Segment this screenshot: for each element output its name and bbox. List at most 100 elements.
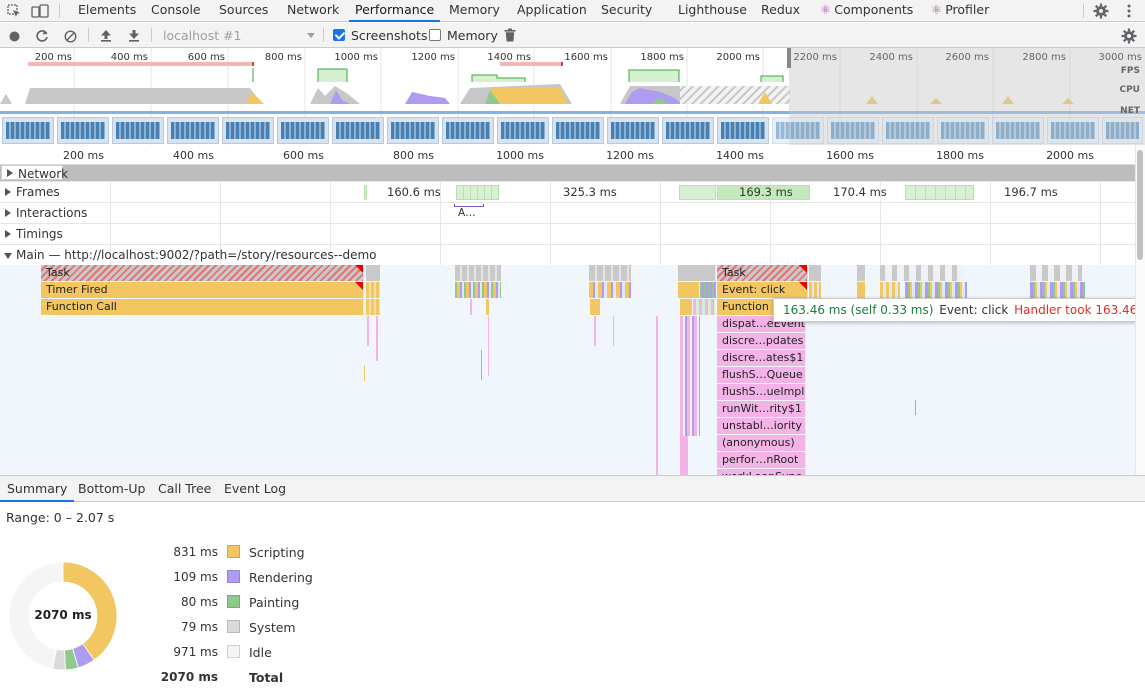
screenshot-thumbnail[interactable] <box>552 117 604 144</box>
screenshot-thumbnail[interactable] <box>277 117 329 144</box>
screenshot-thumbnail[interactable] <box>882 117 934 144</box>
flame-scrollbar-thumb[interactable] <box>1137 150 1143 260</box>
frames-track[interactable]: Frames 160.6 ms 325.3 ms 169.3 ms 170.4 … <box>0 182 1135 203</box>
screenshot-thumbnail[interactable] <box>57 117 109 144</box>
upload-icon[interactable] <box>98 27 114 43</box>
screenshot-thumbnail[interactable] <box>1047 117 1099 144</box>
frame-block[interactable] <box>364 185 367 200</box>
main-track[interactable]: Main — http://localhost:9002/?path=/stor… <box>0 245 1135 265</box>
network-track-header[interactable]: Network <box>1 165 68 181</box>
frame-block[interactable] <box>456 185 499 200</box>
interactions-track-header[interactable]: Interactions <box>0 203 87 223</box>
screenshot-thumbnail[interactable] <box>2 117 54 144</box>
script-event[interactable] <box>366 299 380 315</box>
frames-track-header[interactable]: Frames <box>0 182 60 202</box>
task-event[interactable] <box>857 265 865 281</box>
script-event[interactable] <box>857 282 865 298</box>
render-event[interactable] <box>915 400 916 415</box>
target-select[interactable]: localhost #1 <box>163 28 242 43</box>
function-event[interactable] <box>656 316 658 475</box>
timer-fired-event[interactable]: Timer Fired <box>41 282 364 298</box>
task-events[interactable] <box>1030 265 1082 281</box>
flame-scrollbar[interactable] <box>1135 145 1145 475</box>
tab-memory[interactable]: Memory <box>449 2 500 17</box>
timings-track-header[interactable]: Timings <box>0 224 63 244</box>
capture-settings-icon[interactable] <box>1120 27 1138 45</box>
function-event[interactable] <box>376 316 378 361</box>
script-event[interactable] <box>590 299 600 315</box>
trash-icon[interactable] <box>502 27 518 43</box>
screenshot-thumbnail[interactable] <box>937 117 989 144</box>
screenshots-checkbox[interactable] <box>333 29 345 41</box>
script-event[interactable] <box>486 299 489 315</box>
task-event[interactable] <box>366 265 380 281</box>
memory-checkbox[interactable] <box>429 29 441 41</box>
function-events[interactable] <box>680 316 700 436</box>
tab-security[interactable]: Security <box>601 2 653 17</box>
script-event[interactable] <box>366 282 380 298</box>
function-event[interactable] <box>367 316 369 346</box>
function-event[interactable] <box>470 299 472 315</box>
download-icon[interactable] <box>126 27 142 43</box>
script-events[interactable] <box>880 282 900 298</box>
function-event[interactable] <box>680 436 688 475</box>
record-icon[interactable] <box>7 29 21 43</box>
reload-record-icon[interactable] <box>34 28 50 44</box>
expand-icon[interactable] <box>5 209 11 217</box>
tab-console[interactable]: Console <box>151 2 201 17</box>
timings-track[interactable]: Timings <box>0 224 1135 245</box>
tab-components[interactable]: ⚛ Components <box>820 0 913 22</box>
script-event[interactable] <box>613 316 614 346</box>
flame-function-work-loop-sync[interactable]: workLoopSync <box>717 469 806 475</box>
render-events[interactable] <box>1030 282 1085 298</box>
task-event[interactable]: Task <box>717 265 808 281</box>
collapse-icon[interactable] <box>4 253 12 259</box>
task-event[interactable] <box>455 265 501 281</box>
script-event[interactable] <box>364 365 365 381</box>
screenshot-thumbnail[interactable] <box>607 117 659 144</box>
clear-icon[interactable] <box>62 28 78 44</box>
flame-function-unstable-priority[interactable]: unstabl…iority <box>717 418 806 434</box>
render-events[interactable] <box>700 282 716 298</box>
screenshot-thumbnail[interactable] <box>662 117 714 144</box>
more-icon[interactable] <box>1122 2 1136 20</box>
function-events[interactable] <box>693 299 715 315</box>
render-event[interactable] <box>481 350 482 380</box>
tab-sources[interactable]: Sources <box>219 2 269 17</box>
flame-function-run-with-priority[interactable]: runWit…rity$1 <box>717 401 806 417</box>
screenshot-thumbnail[interactable] <box>222 117 274 144</box>
screenshot-thumbnail[interactable] <box>387 117 439 144</box>
network-track[interactable]: Network <box>0 165 1135 182</box>
inspect-icon[interactable] <box>6 3 22 19</box>
tab-profiler[interactable]: ⚛ Profiler <box>931 0 989 22</box>
tab-redux[interactable]: Redux <box>761 2 801 17</box>
render-events[interactable] <box>905 282 967 298</box>
script-event[interactable] <box>680 299 692 315</box>
tab-network[interactable]: Network <box>287 2 340 17</box>
screenshot-thumbnail[interactable] <box>332 117 384 144</box>
screenshot-thumbnail[interactable] <box>992 117 1044 144</box>
function-event[interactable] <box>488 316 489 376</box>
screenshot-thumbnail[interactable] <box>112 117 164 144</box>
render-events[interactable] <box>589 282 631 298</box>
tab-application[interactable]: Application <box>517 2 587 17</box>
expand-icon[interactable] <box>7 169 13 177</box>
task-event[interactable]: Task <box>41 265 364 281</box>
render-events[interactable] <box>455 282 501 298</box>
event-click[interactable]: Event: click <box>717 282 808 298</box>
settings-icon[interactable] <box>1092 2 1110 20</box>
frame-block[interactable] <box>679 185 716 200</box>
task-events[interactable] <box>880 265 964 281</box>
tab-bottom-up[interactable]: Bottom-Up <box>78 481 146 496</box>
frame-block[interactable] <box>717 185 810 200</box>
expand-icon[interactable] <box>5 188 11 196</box>
function-event[interactable] <box>594 316 596 346</box>
function-call-event[interactable]: Function Call <box>41 299 364 315</box>
main-flame-chart[interactable]: Task Timer Fired Function Call Task Even… <box>0 265 1135 475</box>
screenshot-thumbnail[interactable] <box>497 117 549 144</box>
tab-call-tree[interactable]: Call Tree <box>158 481 212 496</box>
screenshot-thumbnail[interactable] <box>1102 117 1143 144</box>
flame-function-perform-root[interactable]: perfor…nRoot <box>717 452 806 468</box>
interaction-marker[interactable] <box>454 204 484 207</box>
expand-icon[interactable] <box>5 230 11 238</box>
